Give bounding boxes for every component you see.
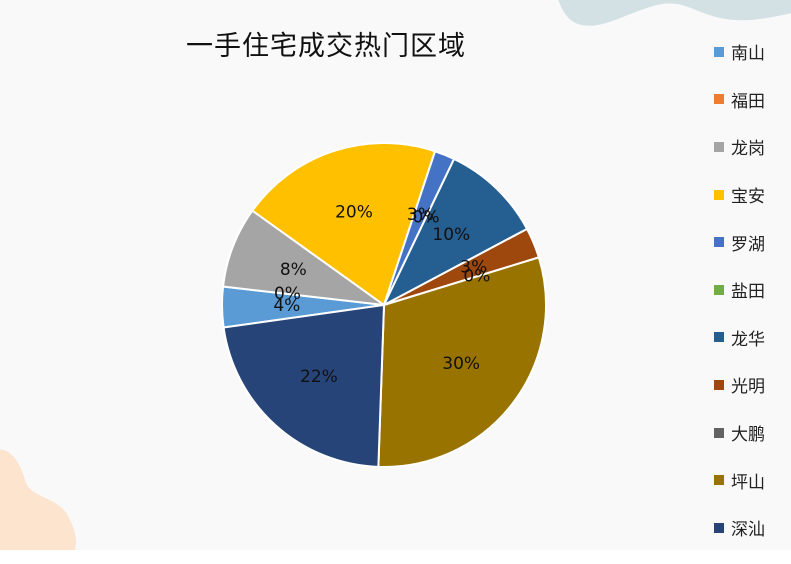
pie-slice-龙华	[381, 157, 529, 308]
pie-chart: 4%0%8%20% 3%0%10%3%0%30%22%	[221, 142, 547, 468]
legend-label: 福田	[731, 91, 765, 112]
legend-label: 盐田	[731, 282, 765, 303]
pie-slice-宝安	[250, 142, 437, 307]
chart-legend: 南山福田龙岗宝安罗湖盐田龙华光明大鹏坪山深汕	[714, 28, 791, 550]
data-label-福田: 0%	[274, 284, 301, 304]
legend-label: 罗湖	[731, 234, 765, 255]
legend-label: 深汕	[731, 520, 765, 541]
legend-swatch	[714, 284, 724, 295]
data-label-南山: 4%	[273, 296, 300, 316]
legend-swatch	[714, 475, 724, 486]
legend-item-坪山: 坪山	[714, 456, 791, 504]
pie-slice-深汕	[222, 303, 386, 468]
legend-item-南山: 南山	[714, 28, 791, 76]
legend-item-光明: 光明	[714, 361, 791, 409]
legend-swatch	[714, 427, 724, 438]
decorative-blob-top	[558, 0, 791, 26]
legend-swatch	[714, 46, 724, 57]
data-label-盐田: 0%	[413, 207, 440, 227]
legend-label: 龙华	[731, 329, 765, 350]
legend-item-大鹏: 大鹏	[714, 409, 791, 457]
legend-label: 坪山	[731, 472, 765, 493]
legend-swatch	[714, 522, 724, 533]
chart-title: 一手住宅成交热门区域	[186, 31, 466, 62]
legend-label: 大鹏	[731, 425, 765, 446]
legend-item-罗湖: 罗湖	[714, 218, 791, 266]
legend-swatch	[714, 189, 724, 200]
data-label-坪山: 30%	[442, 354, 480, 374]
data-label-龙华: 10%	[432, 225, 470, 245]
legend-item-盐田: 盐田	[714, 266, 791, 314]
data-label-光明: 3%	[460, 258, 487, 278]
legend-item-龙岗: 龙岗	[714, 123, 791, 171]
legend-item-深汕: 深汕	[714, 504, 791, 550]
legend-item-福田: 福田	[714, 76, 791, 124]
legend-label: 宝安	[731, 187, 765, 208]
chart-canvas: 一手住宅成交热门区域 4% 0% 8% 20% 3% 0% 10% 3% 0% 30% 22% 南山…	[0, 0, 791, 550]
legend-swatch	[714, 332, 724, 343]
legend-swatch	[714, 379, 724, 390]
legend-item-龙华: 龙华	[714, 314, 791, 362]
legend-item-宝安: 宝安	[714, 171, 791, 219]
data-label-罗湖: 3%	[407, 205, 434, 225]
data-label-龙岗: 8%	[280, 260, 307, 280]
legend-label: 南山	[731, 44, 765, 65]
legend-label: 龙岗	[731, 139, 765, 160]
data-label-大鹏: 0%	[463, 266, 490, 286]
legend-swatch	[714, 94, 724, 105]
legend-swatch	[714, 237, 724, 248]
pie-slice-坪山	[377, 256, 547, 468]
legend-swatch	[714, 141, 724, 152]
legend-label: 光明	[731, 377, 765, 398]
data-label-深汕: 22%	[300, 367, 338, 387]
data-label-宝安: 20%	[335, 203, 373, 223]
decorative-blob-bottom	[0, 449, 76, 550]
